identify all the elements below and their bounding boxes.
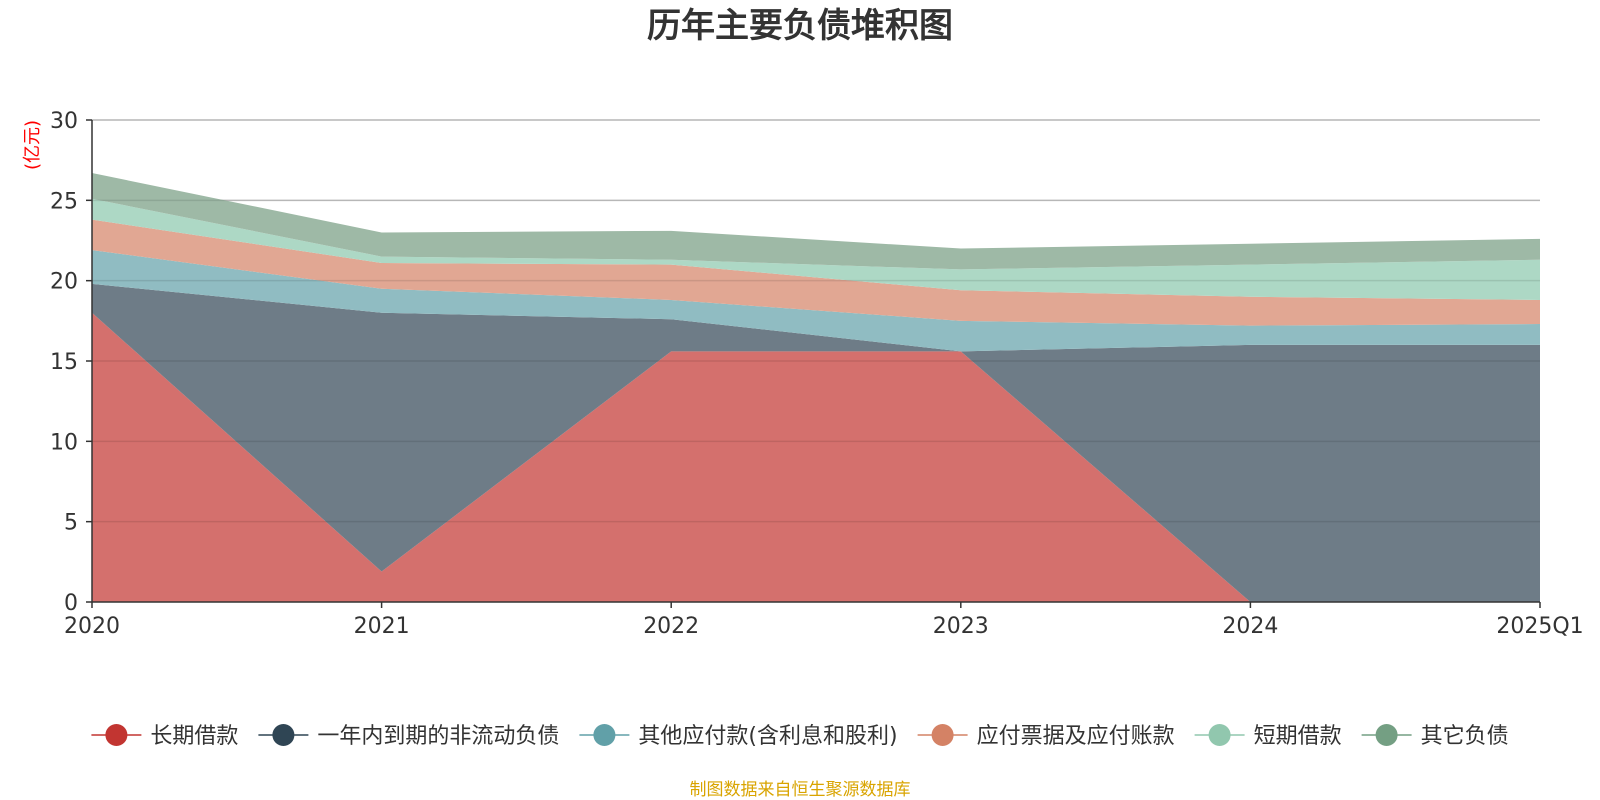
legend-label-1: 一年内到期的非流动负债 [317,724,559,749]
area-series-3[interactable] [92,219,1540,326]
area-series-5[interactable] [92,173,1540,270]
stacked-areas [92,173,1540,602]
legend-item-4[interactable]: 短期借款 [1194,724,1342,749]
source-note: 制图数据来自恒生聚源数据库 [690,780,911,800]
legend-item-5[interactable]: 其它负债 [1361,724,1509,749]
legend-label-5: 其它负债 [1421,724,1509,749]
legend-marker-1 [272,724,295,746]
x-tick-label-3: 2023 [933,614,989,639]
legend[interactable]: 长期借款 一年内到期的非流动负债 其他应付款(含利息和股利) 应付票据及应付账款 短期借… [91,724,1509,749]
y-tick-label-0: 0 [64,591,78,616]
chart-title: 历年主要负债堆积图 [647,6,953,46]
legend-marker-2 [593,724,616,746]
area-series-1[interactable] [92,283,1540,602]
x-tick-label-5: 2025Q1 [1496,614,1583,639]
area-series-2[interactable] [92,250,1540,352]
legend-item-0[interactable]: 长期借款 [91,724,238,749]
legend-label-4: 短期借款 [1254,724,1342,749]
axes: 0 5 10 15 20 25 30 2020 2021 2022 2023 2024 2025Q1 [50,109,1584,639]
legend-item-1[interactable]: 一年内到期的非流动负债 [258,724,559,749]
x-tick-label-1: 2021 [354,614,410,639]
legend-marker-3 [931,724,954,746]
y-axis-unit-label: (亿元) [22,120,43,170]
legend-label-2: 其他应付款(含利息和股利) [638,724,897,749]
legend-item-3[interactable]: 应付票据及应付账款 [917,724,1175,749]
y-tick-label-15: 15 [50,350,78,375]
area-series-0[interactable] [92,312,1540,602]
legend-label-0: 长期借款 [150,724,238,749]
x-tick-label-4: 2024 [1222,614,1278,639]
y-tick-label-30: 30 [50,109,78,134]
y-tick-label-20: 20 [50,270,78,295]
y-tick-label-5: 5 [64,511,78,536]
legend-marker-4 [1208,724,1231,746]
y-tick-label-10: 10 [50,430,78,455]
area-series-4[interactable] [92,198,1540,300]
y-tick-label-25: 25 [50,189,78,214]
legend-marker-0 [105,724,128,746]
legend-marker-5 [1375,724,1398,746]
legend-label-3: 应付票据及应付账款 [977,724,1175,749]
x-tick-label-2: 2022 [643,614,699,639]
x-tick-label-0: 2020 [64,614,120,639]
legend-item-2[interactable]: 其他应付款(含利息和股利) [579,724,898,749]
